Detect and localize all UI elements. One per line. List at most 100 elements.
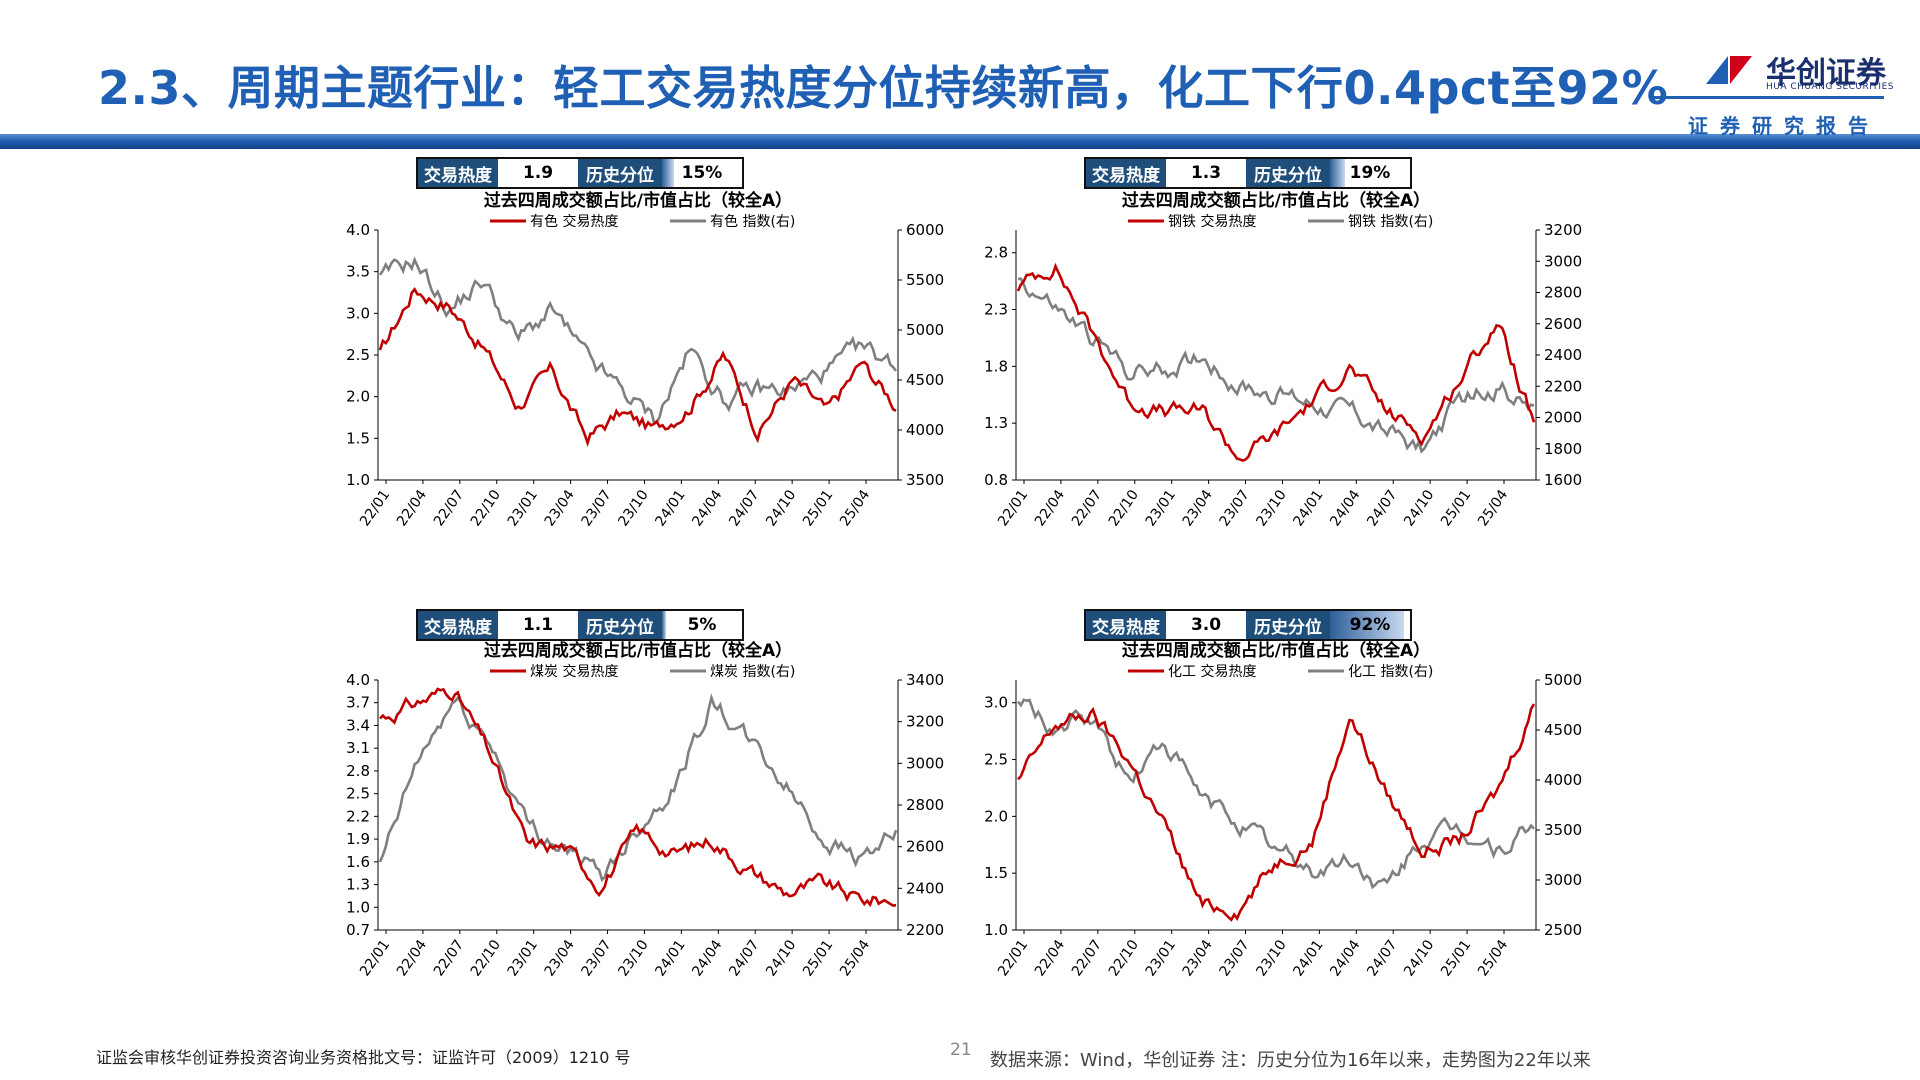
x-tick-label: 22/04 xyxy=(394,937,430,979)
legend-label-index: 有色 指数(右) xyxy=(710,213,795,230)
y-tick-label: 1.3 xyxy=(984,414,1008,432)
legend-label-heat: 钢铁 交易热度 xyxy=(1168,213,1256,230)
y2-tick-label: 5500 xyxy=(906,271,944,289)
chart-nonferrous: 过去四周成交额占比/市值占比（较全A） 有色 交易热度 有色 指数(右) 1.0 1.5… xyxy=(346,190,944,529)
title-rule xyxy=(1652,96,1884,99)
x-tick-label: 22/01 xyxy=(995,937,1031,979)
y2-tick-label: 4500 xyxy=(906,371,944,389)
series-line-index xyxy=(1016,698,1535,890)
x-tick-label: 23/01 xyxy=(1143,937,1179,979)
x-tick-label: 24/04 xyxy=(689,937,725,979)
y-tick-label: 1.6 xyxy=(346,853,370,871)
y2-tick-label: 2200 xyxy=(1544,377,1582,395)
chart-steel: 过去四周成交额占比/市值占比（较全A） 钢铁 交易热度 钢铁 指数(右) 0.8 1.3… xyxy=(984,190,1582,529)
x-tick-label: 24/04 xyxy=(1327,937,1363,979)
percentile-value: 5% xyxy=(662,611,742,639)
x-tick-label: 23/04 xyxy=(1180,937,1216,979)
logo-mark-icon xyxy=(1700,50,1758,90)
x-tick-label: 22/10 xyxy=(468,937,504,979)
x-tick-label: 25/04 xyxy=(1475,937,1511,979)
y2-tick-label: 1800 xyxy=(1544,440,1582,458)
x-tick-label: 23/07 xyxy=(1217,487,1253,529)
y2-tick-label: 4000 xyxy=(1544,771,1582,789)
x-tick-label: 24/07 xyxy=(1364,487,1400,529)
y-tick-label: 1.8 xyxy=(984,357,1008,375)
y-tick-label: 3.0 xyxy=(984,694,1008,712)
series-line-index xyxy=(1017,277,1535,454)
heat-label: 交易热度 xyxy=(418,159,498,187)
legend-label-heat: 化工 交易热度 xyxy=(1168,663,1256,680)
legend-label-heat: 有色 交易热度 xyxy=(530,213,618,230)
x-tick-label: 25/04 xyxy=(1475,487,1511,529)
heat-label: 交易热度 xyxy=(1086,611,1166,639)
percentile-value: 15% xyxy=(662,159,742,187)
x-tick-label: 25/04 xyxy=(837,937,873,979)
x-tick-label: 23/01 xyxy=(1143,487,1179,529)
percentile-fill xyxy=(662,159,674,187)
legend-label-index: 化工 指数(右) xyxy=(1348,664,1433,680)
y-tick-label: 3.4 xyxy=(346,716,370,734)
x-tick-label: 22/01 xyxy=(995,487,1031,529)
y-tick-label: 2.5 xyxy=(346,785,370,803)
series-line-heat xyxy=(1016,262,1536,463)
x-tick-label: 24/10 xyxy=(763,487,799,529)
y-tick-label: 3.0 xyxy=(346,304,370,322)
x-tick-label: 25/04 xyxy=(837,487,873,529)
x-tick-label: 24/07 xyxy=(1364,937,1400,979)
x-tick-label: 23/04 xyxy=(542,937,578,979)
chart-chemical: 过去四周成交额占比/市值占比（较全A） 化工 交易热度 化工 指数(右) 1.0 1.5… xyxy=(984,640,1582,979)
x-tick-label: 23/07 xyxy=(1217,937,1253,979)
y2-tick-label: 2800 xyxy=(1544,284,1582,302)
y2-tick-label: 3000 xyxy=(906,754,944,772)
x-tick-label: 24/07 xyxy=(726,487,762,529)
x-tick-label: 22/01 xyxy=(357,487,393,529)
x-tick-label: 22/10 xyxy=(1106,487,1142,529)
x-tick-label: 24/04 xyxy=(689,487,725,529)
x-tick-label: 22/04 xyxy=(1032,937,1068,979)
x-tick-label: 24/10 xyxy=(1401,937,1437,979)
report-tag: 证券研究报告 xyxy=(1688,114,1880,138)
y-tick-label: 0.8 xyxy=(984,471,1008,489)
x-tick-label: 22/01 xyxy=(357,937,393,979)
x-tick-label: 24/01 xyxy=(652,487,688,529)
series-line-index xyxy=(378,693,898,883)
y2-tick-label: 2800 xyxy=(906,796,944,814)
y2-tick-label: 4500 xyxy=(1544,721,1582,739)
y-tick-label: 1.0 xyxy=(346,471,370,489)
y2-tick-label: 2500 xyxy=(1544,921,1582,939)
y-tick-label: 2.5 xyxy=(346,346,370,364)
y2-tick-label: 2400 xyxy=(906,879,944,897)
percentile-fill xyxy=(662,611,666,639)
x-tick-label: 25/01 xyxy=(800,937,836,979)
series-line-heat xyxy=(379,687,897,908)
y-tick-label: 2.2 xyxy=(346,807,370,825)
chart-coal: 过去四周成交额占比/市值占比（较全A） 煤炭 交易热度 煤炭 指数(右) 0.7 1.0… xyxy=(346,640,944,979)
y2-tick-label: 3400 xyxy=(906,671,944,689)
y2-tick-label: 3000 xyxy=(1544,871,1582,889)
y-tick-label: 2.0 xyxy=(346,388,370,406)
x-tick-label: 23/07 xyxy=(579,487,615,529)
y2-tick-label: 3000 xyxy=(1544,252,1582,270)
legend-label-heat: 煤炭 交易热度 xyxy=(530,663,618,680)
y2-tick-label: 3200 xyxy=(1544,221,1582,239)
y-tick-label: 2.5 xyxy=(984,751,1008,769)
y2-tick-label: 5000 xyxy=(1544,671,1582,689)
x-tick-label: 22/10 xyxy=(468,487,504,529)
license-note: 证监会审核华创证券投资咨询业务资格批文号：证监许可（2009）1210 号 xyxy=(96,1048,631,1067)
x-tick-label: 24/04 xyxy=(1327,487,1363,529)
y-tick-label: 2.3 xyxy=(984,301,1008,319)
x-tick-label: 23/10 xyxy=(615,487,651,529)
y2-tick-label: 3500 xyxy=(906,471,944,489)
heat-value: 1.9 xyxy=(522,163,554,183)
x-tick-label: 23/01 xyxy=(505,937,541,979)
y-tick-label: 1.9 xyxy=(346,830,370,848)
x-tick-label: 24/01 xyxy=(1290,937,1326,979)
x-tick-label: 23/04 xyxy=(542,487,578,529)
legend-label-index: 煤炭 指数(右) xyxy=(710,664,795,680)
percentile-fill xyxy=(1330,611,1404,639)
x-tick-label: 22/07 xyxy=(1069,487,1105,529)
series-line-heat xyxy=(378,286,897,448)
x-tick-label: 22/10 xyxy=(1106,937,1142,979)
stat-box-nonferrous: 交易热度 1.9 历史分位 15% xyxy=(416,157,744,189)
y2-tick-label: 3500 xyxy=(1544,821,1582,839)
